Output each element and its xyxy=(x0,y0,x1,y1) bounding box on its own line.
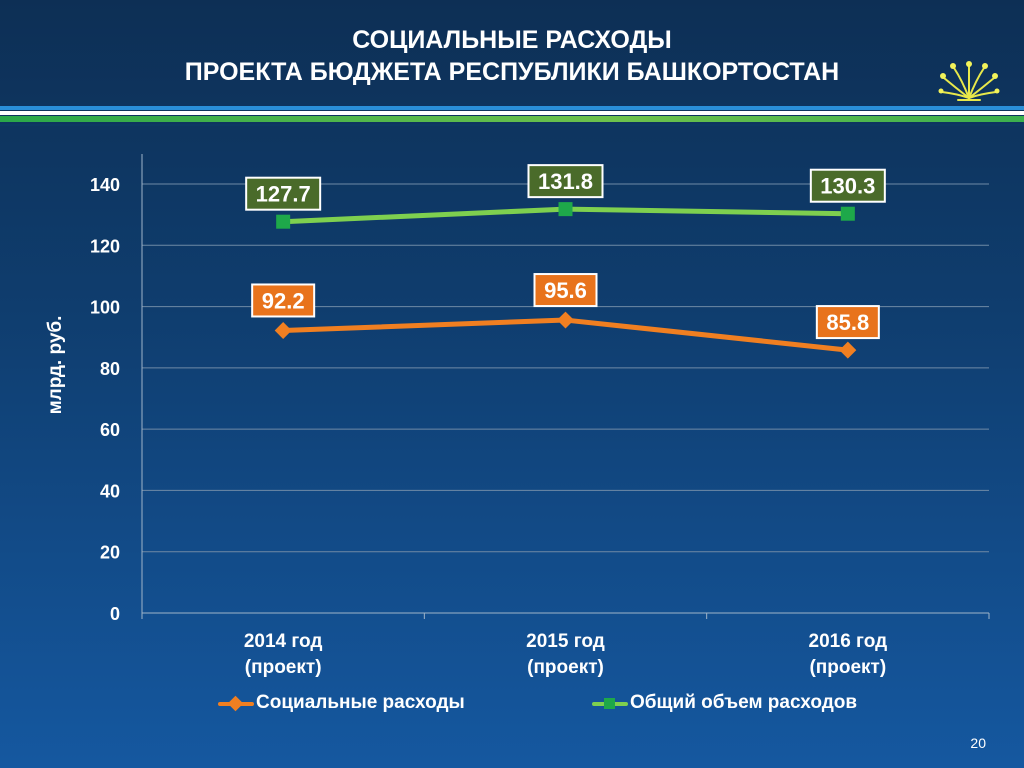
data-label-box-total xyxy=(809,168,886,203)
chart-legend: Социальные расходы Общий объем расходов xyxy=(0,692,1024,722)
y-tick-label: 140 xyxy=(90,175,120,195)
x-tick-label: (проект) xyxy=(809,657,886,678)
y-tick-label: 100 xyxy=(90,298,120,318)
legend-label-social: Социальные расходы xyxy=(256,692,465,713)
data-label-box-total xyxy=(245,176,322,211)
x-tick-label: (проект) xyxy=(527,657,604,678)
title-line-1: СОЦИАЛЬНЫЕ РАСХОДЫ xyxy=(352,26,672,54)
legend-item-social: Социальные расходы xyxy=(218,692,465,714)
header-stripe-dark xyxy=(0,124,1024,126)
data-label-total: 131.8 xyxy=(538,169,593,194)
x-tick-label: 2015 год xyxy=(526,631,605,652)
x-tick-label: (проект) xyxy=(245,657,322,678)
data-label-box-social xyxy=(815,305,880,340)
slide-title: СОЦИАЛЬНЫЕ РАСХОДЫ ПРОЕКТА БЮДЖЕТА РЕСПУ… xyxy=(0,24,1024,88)
header-stripe-white xyxy=(0,111,1024,115)
data-label-total: 130.3 xyxy=(820,174,875,199)
data-label-box-social xyxy=(251,283,316,318)
y-tick-label: 40 xyxy=(100,481,120,501)
x-tick-label: 2014 год xyxy=(244,631,323,652)
legend-label-total: Общий объем расходов xyxy=(630,692,858,713)
data-point-social xyxy=(274,321,292,339)
data-label-social: 85.8 xyxy=(826,310,869,335)
data-label-total: 127.7 xyxy=(256,182,311,207)
y-tick-label: 80 xyxy=(100,359,120,379)
data-point-social xyxy=(557,311,574,329)
data-point-social xyxy=(839,341,857,359)
data-label-box-social xyxy=(533,273,598,308)
data-label-social: 95.6 xyxy=(544,278,587,303)
y-tick-label: 0 xyxy=(110,604,120,624)
data-label-social: 92.2 xyxy=(262,288,305,313)
data-label-box-total xyxy=(527,164,604,199)
legend-item-total: Общий объем расходов xyxy=(592,692,857,714)
header-stripe-green xyxy=(0,116,1024,122)
header-stripe-blue xyxy=(0,106,1024,110)
legend-swatch-social xyxy=(218,693,254,713)
y-tick-label: 60 xyxy=(100,420,120,440)
title-line-2: ПРОЕКТА БЮДЖЕТА РЕСПУБЛИКИ БАШКОРТОСТАН xyxy=(184,58,840,86)
data-point-total xyxy=(840,206,855,221)
data-point-total xyxy=(558,202,573,217)
legend-swatch-total xyxy=(592,693,628,713)
data-point-total xyxy=(276,214,291,229)
x-tick-label: 2016 год xyxy=(809,631,888,652)
page-number: 20 xyxy=(970,735,986,751)
kurai-flower-logo-icon xyxy=(938,61,1000,101)
y-tick-label: 20 xyxy=(100,543,120,563)
y-tick-label: 120 xyxy=(90,236,120,256)
